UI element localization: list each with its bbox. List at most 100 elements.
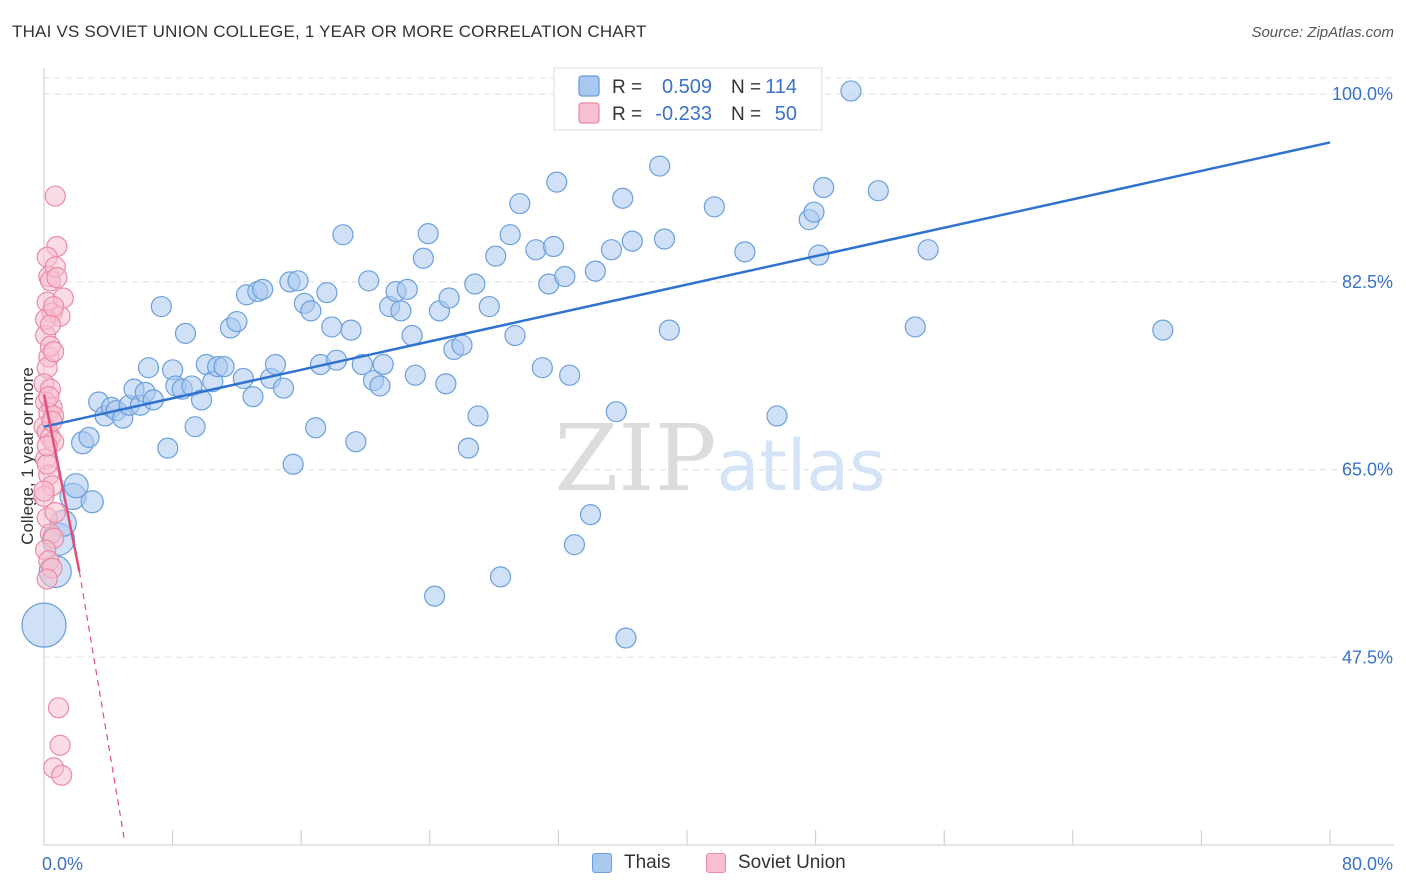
stats-r-label-soviet-union: R = bbox=[612, 104, 642, 125]
thais-point[interactable] bbox=[242, 386, 264, 408]
thais-point[interactable] bbox=[412, 247, 434, 269]
thais-point[interactable] bbox=[332, 224, 354, 246]
thais-point[interactable] bbox=[703, 196, 725, 218]
thais-point[interactable] bbox=[252, 278, 274, 300]
thais-point[interactable] bbox=[272, 377, 295, 399]
thais-point[interactable] bbox=[316, 282, 338, 304]
thais-point[interactable] bbox=[840, 80, 862, 102]
thais-point[interactable] bbox=[600, 239, 623, 261]
thais-point[interactable] bbox=[605, 401, 627, 423]
soviet-union-point[interactable] bbox=[46, 266, 68, 289]
thais-point[interactable] bbox=[137, 357, 160, 379]
thais-point[interactable] bbox=[190, 389, 213, 411]
thais-point[interactable] bbox=[300, 300, 322, 322]
thais-point[interactable] bbox=[504, 324, 526, 347]
thais-point[interactable] bbox=[467, 405, 489, 427]
thais-point[interactable] bbox=[766, 405, 788, 427]
thais-point[interactable] bbox=[489, 566, 512, 588]
thais-point[interactable] bbox=[485, 245, 507, 267]
soviet-union-point[interactable] bbox=[38, 386, 60, 408]
thais-point[interactable] bbox=[21, 602, 67, 648]
thais-point[interactable] bbox=[649, 155, 671, 177]
soviet-union-point[interactable] bbox=[51, 764, 73, 786]
thais-point[interactable] bbox=[451, 334, 473, 356]
thais-point[interactable] bbox=[417, 223, 439, 245]
thais-point[interactable] bbox=[80, 490, 104, 514]
thais-point[interactable] bbox=[584, 260, 606, 282]
thais-point[interactable] bbox=[150, 295, 172, 318]
thais-point[interactable] bbox=[509, 192, 531, 215]
soviet-union-point[interactable] bbox=[49, 734, 71, 756]
chart-title: THAI VS SOVIET UNION COLLEGE, 1 YEAR OR … bbox=[12, 22, 647, 41]
thais-point[interactable] bbox=[554, 265, 576, 288]
thais-point[interactable] bbox=[321, 316, 343, 338]
thais-point[interactable] bbox=[612, 187, 634, 209]
thais-point[interactable] bbox=[734, 241, 756, 263]
thais-point[interactable] bbox=[372, 353, 394, 376]
thais-point[interactable] bbox=[499, 224, 521, 246]
thais-trend-line bbox=[43, 141, 1331, 428]
thais-point[interactable] bbox=[438, 287, 460, 309]
thais-point[interactable] bbox=[63, 473, 89, 499]
thais-point[interactable] bbox=[226, 310, 248, 333]
thais-point[interactable] bbox=[390, 300, 412, 322]
thais-point[interactable] bbox=[345, 431, 367, 453]
thais-point[interactable] bbox=[559, 364, 581, 386]
thais-point[interactable] bbox=[525, 239, 547, 261]
thais-point[interactable] bbox=[867, 180, 889, 202]
watermark: ZIPatlas bbox=[554, 405, 885, 512]
stats-swatch-thais bbox=[578, 75, 600, 97]
thais-point[interactable] bbox=[658, 319, 680, 341]
thais-point[interactable] bbox=[369, 375, 391, 397]
thais-point[interactable] bbox=[478, 295, 500, 318]
thais-point[interactable] bbox=[424, 585, 446, 607]
thais-point[interactable] bbox=[264, 353, 287, 376]
y-tick-label: 82.5% bbox=[1342, 272, 1393, 292]
thais-point[interactable] bbox=[457, 437, 479, 459]
soviet-union-point[interactable] bbox=[47, 697, 70, 719]
soviet-union-point[interactable] bbox=[41, 410, 63, 432]
thais-point[interactable] bbox=[621, 230, 643, 252]
thais-point[interactable] bbox=[579, 504, 602, 526]
soviet-union-point[interactable] bbox=[44, 501, 66, 524]
thais-point[interactable] bbox=[157, 437, 179, 459]
thais-point[interactable] bbox=[542, 235, 565, 258]
soviet-union-point[interactable] bbox=[36, 453, 58, 475]
thais-point[interactable] bbox=[174, 322, 197, 344]
stats-swatch-soviet-union bbox=[578, 102, 600, 124]
thais-point[interactable] bbox=[546, 171, 568, 193]
thais-point[interactable] bbox=[803, 201, 825, 223]
thais-point[interactable] bbox=[213, 356, 235, 378]
legend-swatch-soviet-union bbox=[706, 853, 726, 873]
thais-point[interactable] bbox=[404, 364, 426, 386]
thais-point[interactable] bbox=[615, 627, 637, 649]
y-tick-label: 100.0% bbox=[1332, 84, 1393, 104]
thais-point[interactable] bbox=[653, 228, 676, 250]
thais-point[interactable] bbox=[282, 453, 304, 475]
thais-point[interactable] bbox=[184, 416, 206, 438]
thais-point[interactable] bbox=[1152, 319, 1174, 341]
soviet-union-point[interactable] bbox=[43, 295, 65, 318]
thais-point[interactable] bbox=[464, 273, 486, 295]
thais-point[interactable] bbox=[904, 316, 926, 338]
thais-point[interactable] bbox=[531, 357, 553, 379]
soviet-union-trend-line bbox=[42, 394, 81, 572]
thais-point[interactable] bbox=[396, 278, 418, 300]
thais-point[interactable] bbox=[563, 534, 586, 556]
legend-item-thais[interactable]: Thais bbox=[592, 852, 670, 874]
soviet-union-point[interactable] bbox=[39, 314, 62, 336]
thais-point[interactable] bbox=[917, 239, 939, 261]
thais-point[interactable] bbox=[340, 319, 362, 341]
thais-point[interactable] bbox=[813, 176, 835, 199]
soviet-union-point[interactable] bbox=[44, 185, 66, 207]
legend-item-soviet-union[interactable]: Soviet Union bbox=[706, 852, 846, 874]
thais-point[interactable] bbox=[287, 270, 309, 292]
thais-point[interactable] bbox=[351, 353, 373, 376]
soviet-union-point[interactable] bbox=[43, 341, 65, 363]
thais-point[interactable] bbox=[358, 270, 380, 292]
soviet-union-point[interactable] bbox=[36, 568, 58, 590]
thais-point[interactable] bbox=[435, 373, 457, 395]
soviet-union-point[interactable] bbox=[33, 480, 55, 502]
thais-point[interactable] bbox=[305, 417, 327, 439]
thais-point[interactable] bbox=[78, 426, 100, 449]
